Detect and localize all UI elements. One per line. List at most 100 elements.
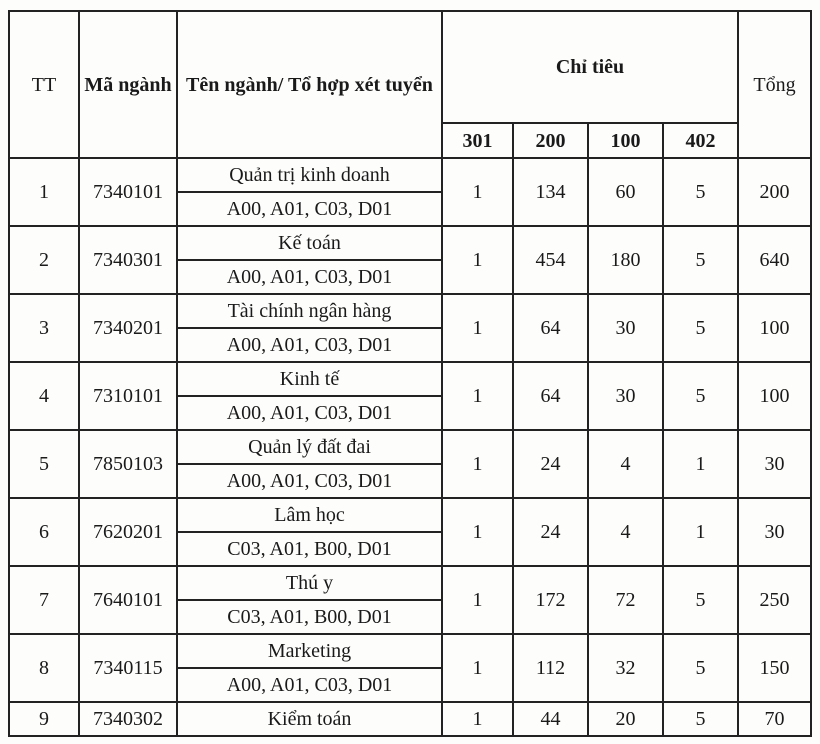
table-row: 2 7340301 Kế toán 1 454 180 5 640 <box>8 225 812 295</box>
cell-major-name: Lâm học <box>176 497 443 533</box>
cell-301: 1 <box>441 157 514 227</box>
table-row-combo: C03, A01, B00, D01 <box>9 599 811 635</box>
cell-402: 5 <box>662 633 739 703</box>
cell-code: 7640101 <box>78 565 178 635</box>
cell-100: 60 <box>587 157 664 227</box>
cell-code: 7340302 <box>78 701 178 737</box>
cell-total: 30 <box>737 429 812 499</box>
cell-code: 7310101 <box>78 361 178 431</box>
cell-code: 7850103 <box>78 429 178 499</box>
table-row: 3 7340201 Tài chính ngân hàng 1 64 30 5 100 <box>8 293 812 363</box>
cell-total: 150 <box>737 633 812 703</box>
cell-301: 1 <box>441 225 514 295</box>
cell-tt: 1 <box>8 157 80 227</box>
cell-100: 30 <box>587 361 664 431</box>
cell-200: 454 <box>512 225 589 295</box>
cell-402: 5 <box>662 293 739 363</box>
quota-table: TT Mã ngành Tên ngành/ Tổ hợp xét tuyển … <box>8 10 812 737</box>
cell-tt: 9 <box>8 701 80 737</box>
cell-100: 4 <box>587 497 664 567</box>
table-row-combo: A00, A01, C03, D01 <box>9 327 811 363</box>
cell-total: 30 <box>737 497 812 567</box>
cell-tt: 2 <box>8 225 80 295</box>
cell-total: 100 <box>737 361 812 431</box>
table-row-combo: A00, A01, C03, D01 <box>9 667 811 703</box>
cell-200: 64 <box>512 293 589 363</box>
cell-subject-combo: A00, A01, C03, D01 <box>176 463 443 499</box>
cell-402: 1 <box>662 429 739 499</box>
cell-subject-combo: A00, A01, C03, D01 <box>176 191 443 227</box>
cell-402: 5 <box>662 701 739 737</box>
table-row-combo: A00, A01, C03, D01 <box>9 395 811 431</box>
cell-major-name: Marketing <box>176 633 443 669</box>
cell-100: 180 <box>587 225 664 295</box>
header-total: Tổng <box>737 10 812 159</box>
header-name: Tên ngành/ Tổ hợp xét tuyển <box>176 10 443 159</box>
cell-major-name: Quản trị kinh doanh <box>176 157 443 193</box>
table-row-combo: A00, A01, C03, D01 <box>9 259 811 295</box>
cell-402: 5 <box>662 157 739 227</box>
table-row-combo: A00, A01, C03, D01 <box>9 191 811 227</box>
header-100: 100 <box>587 122 664 159</box>
table-row-combo: C03, A01, B00, D01 <box>9 531 811 567</box>
cell-100: 4 <box>587 429 664 499</box>
cell-code: 7340101 <box>78 157 178 227</box>
cell-code: 7620201 <box>78 497 178 567</box>
cell-major-name: Quản lý đất đai <box>176 429 443 465</box>
cell-301: 1 <box>441 701 514 737</box>
cell-code: 7340301 <box>78 225 178 295</box>
cell-total: 100 <box>737 293 812 363</box>
table-row: 7 7640101 Thú y 1 172 72 5 250 <box>8 565 812 635</box>
cell-tt: 4 <box>8 361 80 431</box>
cell-major-name: Tài chính ngân hàng <box>176 293 443 329</box>
cell-301: 1 <box>441 633 514 703</box>
cell-402: 1 <box>662 497 739 567</box>
header-402: 402 <box>662 122 739 159</box>
cell-100: 72 <box>587 565 664 635</box>
cell-subject-combo: C03, A01, B00, D01 <box>176 599 443 635</box>
table-row: 4 7310101 Kinh tế 1 64 30 5 100 <box>8 361 812 431</box>
cell-major-name: Thú y <box>176 565 443 601</box>
cell-200: 64 <box>512 361 589 431</box>
cell-402: 5 <box>662 225 739 295</box>
cell-total: 70 <box>737 701 812 737</box>
cell-subject-combo: A00, A01, C03, D01 <box>176 395 443 431</box>
cell-total: 200 <box>737 157 812 227</box>
header-tt: TT <box>8 10 80 159</box>
cell-total: 250 <box>737 565 812 635</box>
header-301: 301 <box>441 122 514 159</box>
table-row: 9 7340302 Kiểm toán 1 44 20 5 70 <box>8 701 812 737</box>
table-row: 6 7620201 Lâm học 1 24 4 1 30 <box>8 497 812 567</box>
cell-major-name: Kiểm toán <box>176 701 443 737</box>
cell-301: 1 <box>441 361 514 431</box>
cell-subject-combo: A00, A01, C03, D01 <box>176 259 443 295</box>
cell-tt: 3 <box>8 293 80 363</box>
cell-200: 134 <box>512 157 589 227</box>
header-quota: Chỉ tiêu <box>441 10 739 124</box>
table-row-combo: A00, A01, C03, D01 <box>9 463 811 499</box>
cell-tt: 8 <box>8 633 80 703</box>
cell-100: 20 <box>587 701 664 737</box>
cell-200: 24 <box>512 497 589 567</box>
table-row: 8 7340115 Marketing 1 112 32 5 150 <box>8 633 812 703</box>
cell-tt: 7 <box>8 565 80 635</box>
cell-subject-combo: A00, A01, C03, D01 <box>176 327 443 363</box>
cell-code: 7340201 <box>78 293 178 363</box>
cell-100: 32 <box>587 633 664 703</box>
cell-200: 24 <box>512 429 589 499</box>
header-code: Mã ngành <box>78 10 178 159</box>
table-body: 1 7340101 Quản trị kinh doanh 1 134 60 5 200 A00… <box>8 157 812 737</box>
table-row: 1 7340101 Quản trị kinh doanh 1 134 60 5 200 <box>8 157 812 227</box>
cell-code: 7340115 <box>78 633 178 703</box>
cell-301: 1 <box>441 429 514 499</box>
cell-200: 112 <box>512 633 589 703</box>
cell-200: 172 <box>512 565 589 635</box>
cell-major-name: Kế toán <box>176 225 443 261</box>
cell-subject-combo: A00, A01, C03, D01 <box>176 667 443 703</box>
cell-major-name: Kinh tế <box>176 361 443 397</box>
cell-total: 640 <box>737 225 812 295</box>
table-row: 5 7850103 Quản lý đất đai 1 24 4 1 30 <box>8 429 812 499</box>
cell-301: 1 <box>441 293 514 363</box>
cell-301: 1 <box>441 565 514 635</box>
cell-200: 44 <box>512 701 589 737</box>
